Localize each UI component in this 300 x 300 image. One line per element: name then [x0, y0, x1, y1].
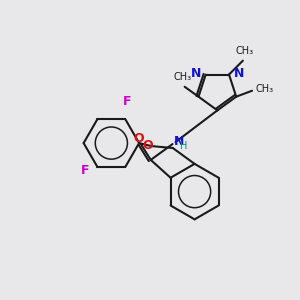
Text: CH₃: CH₃ — [236, 46, 254, 56]
Text: F: F — [81, 164, 90, 177]
Text: O: O — [143, 139, 153, 152]
Text: N: N — [173, 135, 184, 148]
Text: N: N — [190, 67, 201, 80]
Text: CH₃: CH₃ — [255, 84, 273, 94]
Text: F: F — [123, 95, 131, 108]
Text: CH₃: CH₃ — [174, 72, 192, 82]
Text: H: H — [181, 141, 188, 151]
Text: N: N — [234, 67, 244, 80]
Text: O: O — [134, 132, 144, 145]
